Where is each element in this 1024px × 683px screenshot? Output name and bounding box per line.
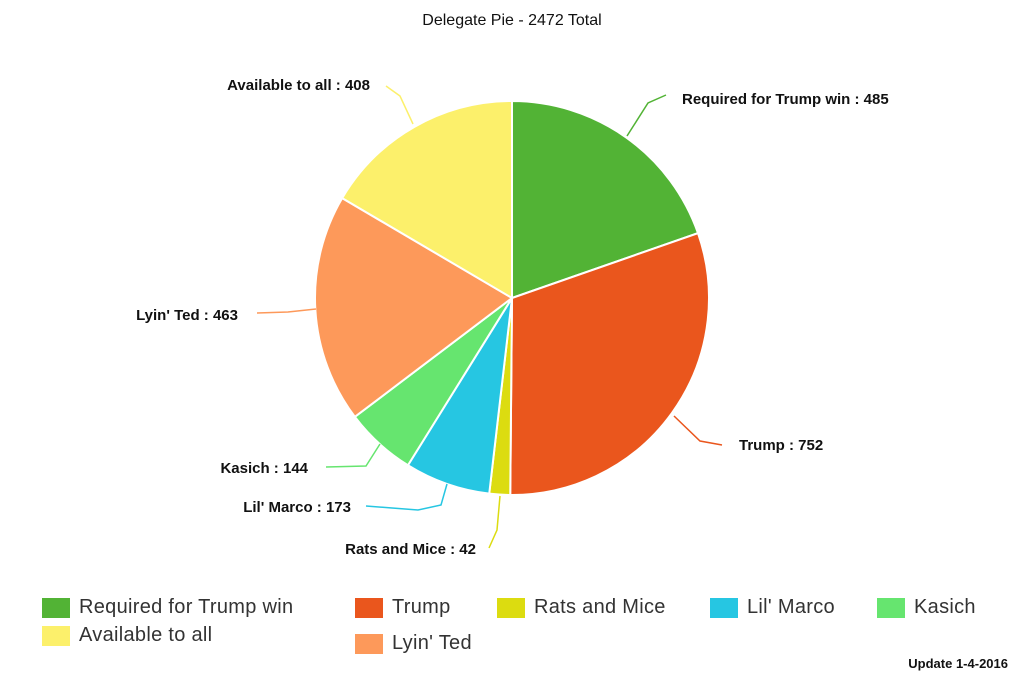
leader-line-3 [365, 483, 448, 511]
legend-item-6[interactable]: Available to all [42, 624, 212, 647]
legend-label: Rats and Mice [534, 596, 666, 618]
pie-slices [313, 99, 710, 496]
legend-item-2[interactable]: Rats and Mice [497, 596, 666, 619]
leader-line-0 [626, 94, 667, 137]
legend-swatch [42, 597, 70, 618]
legend-label: Trump [392, 596, 451, 618]
chart-title: Delegate Pie - 2472 Total [422, 12, 602, 29]
legend-item-0[interactable]: Required for Trump win [42, 596, 293, 619]
slice-label-1: Trump : 752 [739, 437, 823, 454]
leader-line-2 [488, 495, 501, 549]
slice-label-5: Lyin' Ted : 463 [136, 307, 238, 324]
leader-line-6 [385, 85, 414, 125]
legend-item-3[interactable]: Lil' Marco [710, 596, 835, 619]
legend-swatch [877, 597, 905, 618]
slice-label-2: Rats and Mice : 42 [345, 541, 476, 558]
slice-label-0: Required for Trump win : 485 [682, 91, 889, 108]
pie-slice-6 [340, 99, 513, 300]
legend-label: Lyin' Ted [392, 632, 472, 654]
legend-swatch [497, 597, 525, 618]
leader-line-1 [673, 415, 723, 446]
legend-label: Required for Trump win [79, 596, 294, 618]
legend-label: Kasich [914, 596, 976, 618]
pie-slice-1 [509, 231, 710, 496]
slice-label-6: Available to all : 408 [227, 77, 370, 94]
legend-item-4[interactable]: Kasich [877, 596, 976, 619]
leader-line-5 [256, 308, 317, 314]
legend-item-5[interactable]: Lyin' Ted [355, 632, 472, 655]
leader-line-4 [325, 443, 381, 468]
update-note: Update 1-4-2016 [908, 656, 1008, 671]
slice-label-4: Kasich : 144 [220, 460, 308, 477]
legend-swatch [355, 633, 383, 654]
legend-swatch [355, 597, 383, 618]
legend-swatch [710, 597, 738, 618]
slice-labels: Required for Trump win : 485 Trump : 752 R… [136, 77, 889, 558]
leader-lines [256, 85, 723, 549]
slice-label-3: Lil' Marco : 173 [243, 499, 351, 516]
legend-item-1[interactable]: Trump [355, 596, 451, 619]
legend-swatch [42, 625, 70, 646]
legend-label: Lil' Marco [747, 596, 835, 618]
legend-label: Available to all [79, 624, 213, 646]
